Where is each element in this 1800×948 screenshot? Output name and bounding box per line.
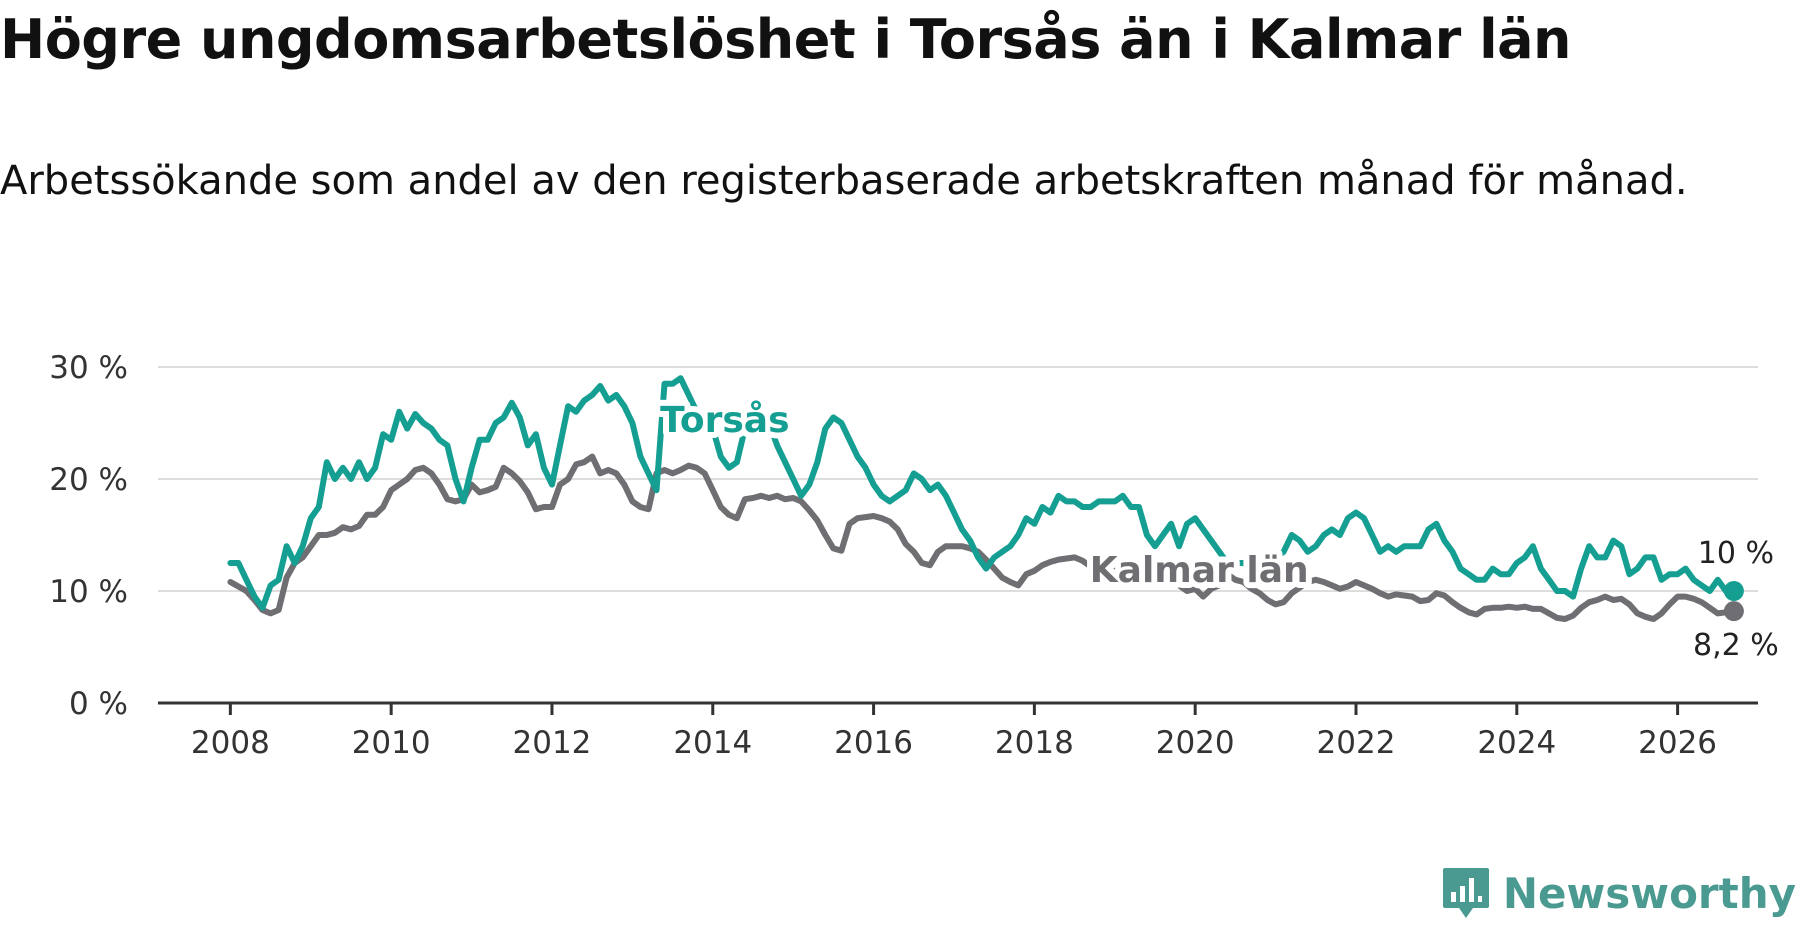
series-line-kalmar-l-n [227,453,1737,622]
y-tick-label: 20 % [49,462,128,498]
x-tick-label: 2026 [1638,725,1717,761]
end-value-label-torsas: 10 % [1698,536,1774,571]
series-label-torsas-halo: Torsås [660,400,789,441]
newsworthy-logo: Newsworthy [1441,866,1796,920]
x-tick-label: 2016 [834,725,913,761]
chart-title: Högre ungdomsarbetslöshet i Torsås än i … [0,8,1571,71]
brand-name: Newsworthy [1502,868,1796,918]
y-tick-label: 30 % [49,350,128,386]
x-tick-label: 2018 [995,725,1074,761]
x-tick-label: 2024 [1477,725,1556,761]
grid-lines [158,366,1758,592]
y-tick-label: 10 % [49,574,128,610]
x-axis: 2008 2010 2012 2014 2016 2018 2020 2022 2024 2026 [158,701,1758,761]
end-value-label-kalmar-lan: 8,2 % [1693,628,1779,663]
series-lines [227,375,1744,622]
newsworthy-logo-icon [1442,868,1489,918]
y-tick-label: 0 % [69,686,128,722]
x-tick-label: 2014 [673,725,752,761]
x-tick-label: 2008 [191,725,270,761]
x-tick-label: 2010 [352,725,431,761]
series-end-point-kalmar-l-n [1723,601,1744,622]
series-line-tors-s [227,375,1737,611]
series-label-kalmar-lan-halo: Kalmar län [1090,550,1309,591]
series-label-kalmar-lan: Kalmar län [1090,550,1309,591]
x-tick-label: 2012 [513,725,592,761]
y-tick-labels: 0 % 10 % 20 % 30 % [49,350,128,722]
x-tick-label: 2020 [1156,725,1235,761]
series-end-point-tors-s [1723,581,1744,601]
chart-subtitle: Arbetssökande som andel av den registerb… [0,158,1688,204]
series-label-torsas: Torsås [660,400,789,441]
x-tick-label: 2022 [1317,725,1396,761]
